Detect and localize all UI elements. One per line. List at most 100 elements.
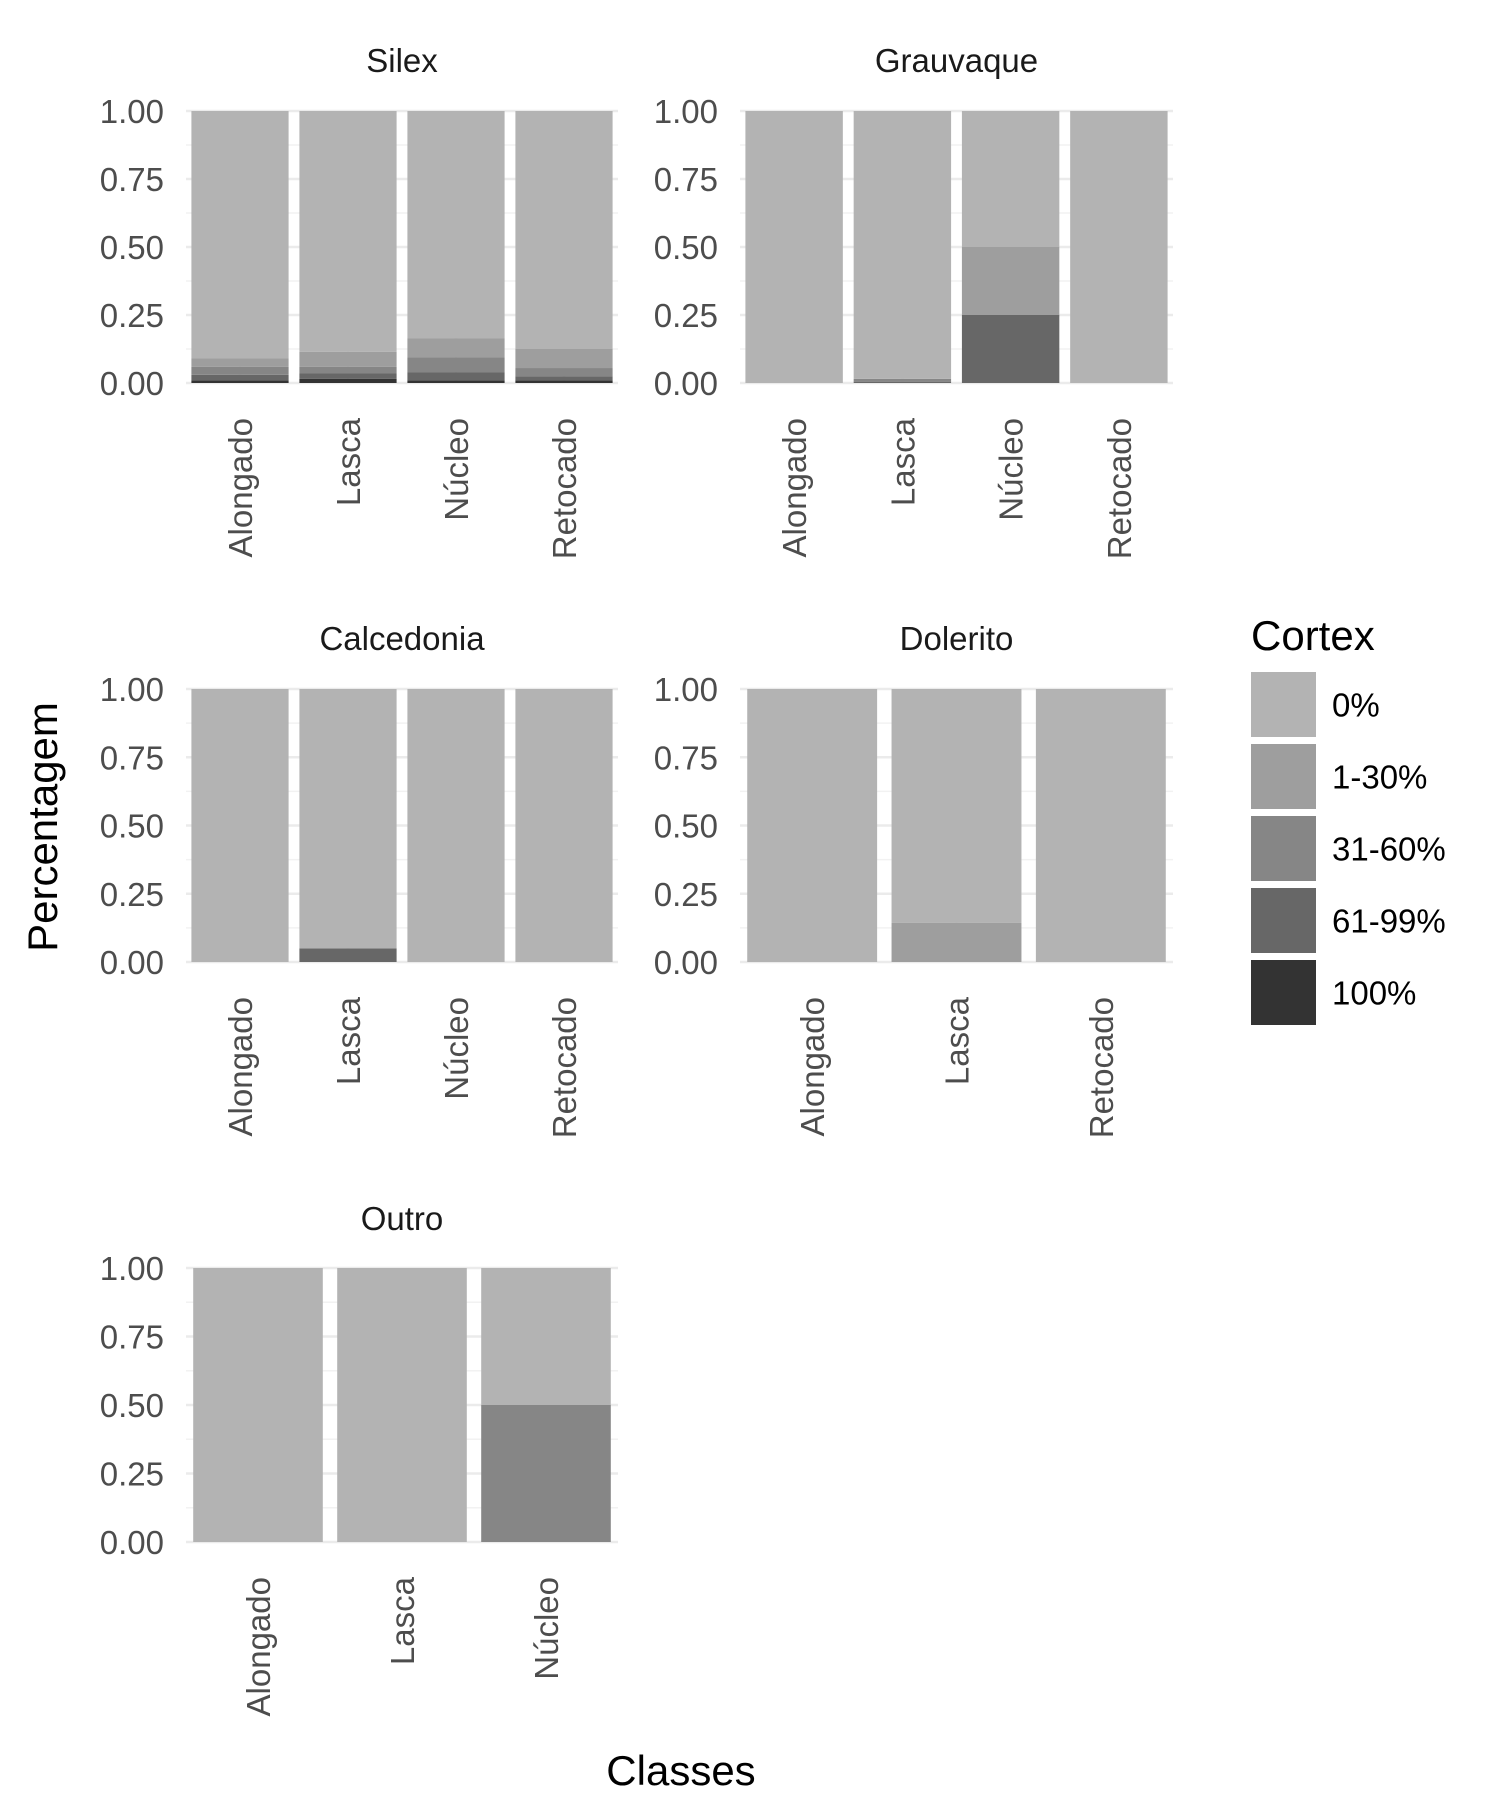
bar-segment-31-60pct [299,366,397,374]
bar-stack-retocado [515,689,613,962]
bar-stack-nucleo [407,689,505,962]
bar-segment-0pct [515,689,613,962]
bar-segment-0pct [191,111,289,359]
legend-key [1251,960,1316,1025]
x-tick-label: Lasca [330,996,367,1085]
y-tick-label: 0.50 [100,808,164,845]
bar-segment-0pct [407,689,505,962]
facet-title: Outro [361,1200,444,1237]
y-axis-title: Percentagem [19,702,66,952]
y-tick-label: 0.25 [100,1456,164,1493]
bar-segment-0pct [337,1268,467,1542]
y-tick-label: 0.75 [100,739,164,776]
legend-label: 1-30% [1332,759,1427,796]
legend-items: 0% 1-30% 31-60% 61-99% 100% [1251,672,1446,1025]
bar-segment-0pct [891,689,1022,923]
x-tick-label: Alongado [222,418,259,557]
bar-stack-retocado [1035,689,1166,962]
bar-segment-31-60pct [407,357,505,373]
y-tick-label: 0.25 [654,297,718,334]
bar-segment-1-30pct [191,358,289,367]
facet-grauvaque: Grauvaque 0.00 0.25 0.50 0.75 1.00 Alongado Las… [654,42,1173,559]
bar-stack-lasca [853,111,952,383]
facet-dolerito: Dolerito 0.00 0.25 0.50 0.75 1.00 Alongado Lasc… [654,620,1173,1138]
bar-segment-61-99pct [299,948,397,962]
y-tick-label: 0.75 [654,161,718,198]
x-tick-label: Retocado [1083,997,1120,1138]
x-tick-label: Retocado [546,418,583,559]
y-tick-label: 0.50 [654,229,718,266]
bar-segment-31-60pct [853,378,952,382]
x-tick-label: Lasca [939,996,976,1085]
y-tick-label: 1.00 [100,93,164,130]
legend-label: 31-60% [1332,831,1446,868]
bar-segment-100pct [191,380,289,383]
bar-segment-0pct [481,1268,611,1405]
y-tick-label: 0.75 [100,1319,164,1356]
bar-segment-31-60pct [515,368,613,377]
bar-segment-0pct [191,689,289,962]
bar-segment-61-99pct [407,372,505,381]
y-tick-label: 0.50 [100,1387,164,1424]
legend: Cortex 0% 1-30% 31-60% 61-99% 100% [1251,612,1446,1025]
bar-segment-100pct [515,380,613,383]
y-tick-label: 0.00 [654,944,718,981]
x-tick-label: Alongado [240,1577,277,1716]
x-tick-label: Núcleo [438,418,475,521]
legend-label: 100% [1332,975,1416,1012]
facets-layer: Silex 0.00 0.25 0.50 0.75 1.00 Alongado Lasca Nú… [100,42,1173,1716]
bar-stack-lasca [337,1268,467,1542]
legend-item-61-99pct: 61-99% [1251,888,1446,953]
legend-item-100pct: 100% [1251,960,1416,1025]
y-tick-label: 0.25 [100,876,164,913]
y-tick-label: 0.75 [654,739,718,776]
bar-segment-61-99pct [961,315,1060,383]
x-tick-label: Lasca [330,417,367,506]
facet-title: Silex [366,42,438,79]
y-tick-label: 0.50 [654,808,718,845]
bar-segment-1-30pct [961,247,1060,315]
y-tick-label: 0.00 [100,365,164,402]
bar-segment-0pct [853,111,952,379]
facet-title: Calcedonia [319,620,485,657]
bar-segment-100pct [407,380,505,383]
x-tick-label: Núcleo [993,418,1030,521]
bar-stack-nucleo [481,1268,611,1542]
bar-stack-alongado [747,689,878,962]
y-tick-label: 0.25 [100,297,164,334]
legend-key [1251,888,1316,953]
bar-segment-61-99pct [515,376,613,381]
legend-item-1-30pct: 1-30% [1251,744,1427,809]
y-tick-label: 0.75 [100,161,164,198]
x-tick-label: Alongado [776,418,813,557]
facet-outro: Outro 0.00 0.25 0.50 0.75 1.00 Alongado Lasca Nú… [100,1200,618,1716]
bar-segment-100pct [299,378,397,383]
y-tick-label: 1.00 [100,1250,164,1287]
x-tick-label: Núcleo [438,997,475,1100]
bar-stack-alongado [191,111,289,383]
bar-stack-retocado [515,111,613,383]
bar-stack-alongado [745,111,843,383]
bar-segment-0pct [961,111,1060,247]
legend-key [1251,816,1316,881]
bar-segment-1-30pct [515,349,613,369]
bar-segment-0pct [1070,111,1168,383]
legend-item-31-60pct: 31-60% [1251,816,1446,881]
bar-segment-0pct [1035,689,1166,962]
legend-title: Cortex [1251,612,1375,659]
y-tick-label: 0.00 [100,944,164,981]
facet-calcedonia: Calcedonia 0.00 0.25 0.50 0.75 1.00 Alongado La… [100,620,618,1138]
facet-silex: Silex 0.00 0.25 0.50 0.75 1.00 Alongado Lasca Nú… [100,42,618,559]
bar-segment-0pct [747,689,878,962]
bar-segment-0pct [299,689,397,949]
bar-segment-61-99pct [299,373,397,379]
bar-segment-31-60pct [191,366,289,375]
x-tick-label: Retocado [546,997,583,1138]
facet-title: Grauvaque [875,42,1038,79]
bar-segment-31-60pct [481,1405,611,1542]
bar-segment-61-99pct [853,381,952,383]
bar-segment-1-30pct [891,922,1022,962]
y-tick-label: 1.00 [100,671,164,708]
y-tick-label: 0.25 [654,876,718,913]
